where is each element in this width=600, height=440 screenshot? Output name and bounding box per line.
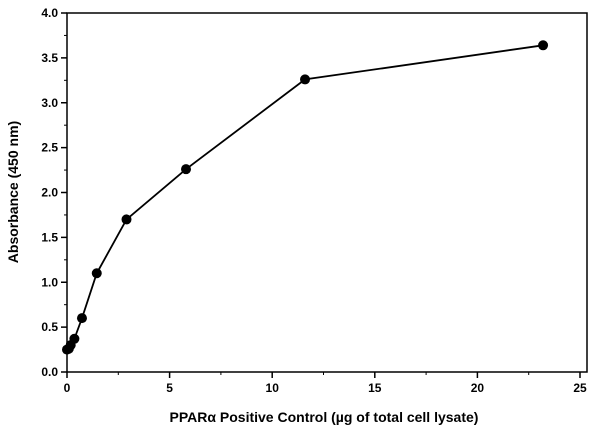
x-tick-label: 0	[64, 381, 71, 395]
y-tick-label: 1.5	[41, 230, 58, 244]
data-point	[121, 214, 132, 225]
x-axis-label: PPARα Positive Control (µg of total cell…	[170, 409, 479, 425]
y-tick-label: 1.0	[41, 275, 58, 289]
data-point	[300, 74, 311, 85]
series-line	[66, 44, 544, 351]
data-point	[181, 164, 192, 175]
y-tick-label: 0.0	[41, 365, 58, 379]
y-tick-label: 2.0	[41, 186, 58, 200]
x-tick-label: 25	[573, 381, 587, 395]
data-point	[69, 333, 80, 344]
x-tick-label: 20	[471, 381, 485, 395]
y-tick-label: 3.0	[41, 96, 58, 110]
data-point	[91, 268, 102, 279]
data-point	[76, 313, 87, 324]
y-tick-label: 4.0	[41, 6, 58, 20]
x-tick-label: 15	[368, 381, 382, 395]
y-axis-label: Absorbance (450 nm)	[5, 121, 21, 263]
y-tick-label: 2.5	[41, 141, 58, 155]
x-tick-label: 5	[166, 381, 173, 395]
y-tick-label: 3.5	[41, 51, 58, 65]
x-tick-label: 10	[266, 381, 280, 395]
plot-frame	[66, 12, 588, 373]
data-point	[538, 40, 549, 51]
y-tick-label: 0.5	[41, 320, 58, 334]
